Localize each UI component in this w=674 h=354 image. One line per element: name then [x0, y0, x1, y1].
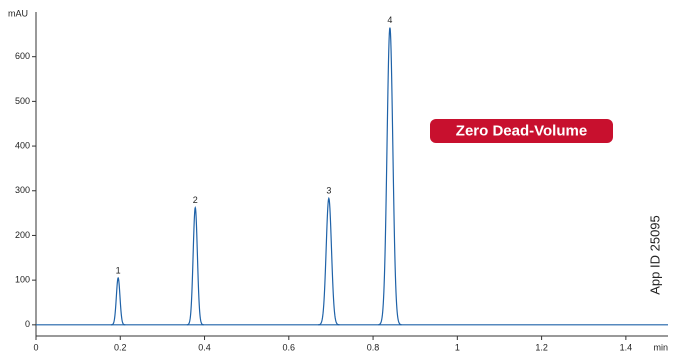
peak-label: 2 [193, 195, 198, 205]
y-tick-label: 100 [15, 275, 30, 285]
x-tick-label: 1 [455, 342, 460, 352]
peak [318, 196, 340, 326]
x-tick-label: 0 [33, 342, 38, 352]
x-tick-label: 0.8 [367, 342, 380, 352]
peak-label: 3 [326, 186, 331, 196]
y-tick-label: 200 [15, 230, 30, 240]
peak [186, 206, 204, 326]
peak [378, 27, 402, 326]
x-unit: min [653, 342, 668, 352]
x-tick-label: 1.2 [535, 342, 548, 352]
x-tick-label: 1.4 [620, 342, 633, 352]
annotation-badge: Zero Dead-Volume [430, 119, 613, 143]
y-tick-label: 0 [25, 319, 30, 329]
x-tick-label: 0.6 [283, 342, 296, 352]
peak-label: 1 [116, 265, 121, 275]
x-tick-label: 0.2 [114, 342, 127, 352]
y-tick-label: 500 [15, 96, 30, 106]
badge-background [430, 119, 613, 143]
y-unit: mAU [8, 8, 28, 18]
y-tick-label: 400 [15, 140, 30, 150]
app-id: App ID 25095 [647, 215, 662, 295]
y-tick-label: 300 [15, 185, 30, 195]
x-tick-label: 0.4 [198, 342, 211, 352]
peak-label: 4 [387, 15, 392, 25]
peak [110, 276, 126, 326]
annotation-text: Zero Dead-Volume [456, 122, 587, 139]
y-tick-label: 600 [15, 51, 30, 61]
